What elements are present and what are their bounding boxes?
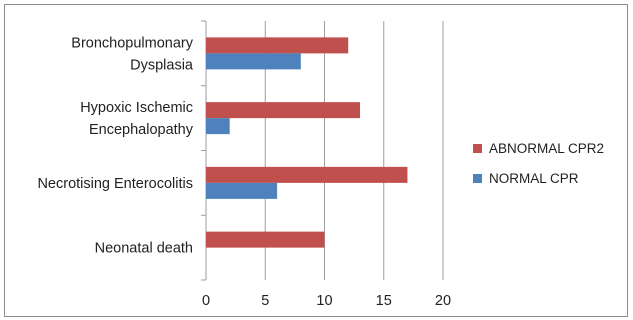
x-tick-label: 5 <box>261 293 269 309</box>
legend-swatch-abnormal-cpr2 <box>473 144 482 153</box>
bar-abnormal-cpr2 <box>206 37 349 54</box>
bar-chart: Bronchopulmonary Dysplasia Hypoxic Ischemi… <box>37 20 604 309</box>
legend-label: NORMAL CPR <box>489 171 579 186</box>
x-tick-label: 15 <box>376 293 392 309</box>
category-label: Encephalopathy <box>89 122 194 138</box>
bar-normal-cpr <box>206 53 301 70</box>
bar-normal-cpr <box>206 118 230 135</box>
category-label: Dysplasia <box>130 57 194 73</box>
category-label: Necrotising Enterocolitis <box>37 176 193 192</box>
category-label: Hypoxic Ischemic <box>80 100 193 116</box>
category-label: Bronchopulmonary <box>71 35 193 51</box>
legend-label: ABNORMAL CPR2 <box>489 141 604 156</box>
bar-abnormal-cpr2 <box>206 166 408 183</box>
category-label: Neonatal death <box>95 241 193 257</box>
bar-normal-cpr <box>206 182 278 199</box>
bar-abnormal-cpr2 <box>206 231 325 248</box>
chart-frame: Bronchopulmonary Dysplasia Hypoxic Ischemi… <box>4 4 628 317</box>
legend-swatch-normal-cpr <box>473 174 482 183</box>
x-tick-label: 20 <box>435 293 451 309</box>
x-tick-label: 10 <box>316 293 332 309</box>
x-tick-label: 0 <box>202 293 210 309</box>
bar-abnormal-cpr2 <box>206 102 361 119</box>
